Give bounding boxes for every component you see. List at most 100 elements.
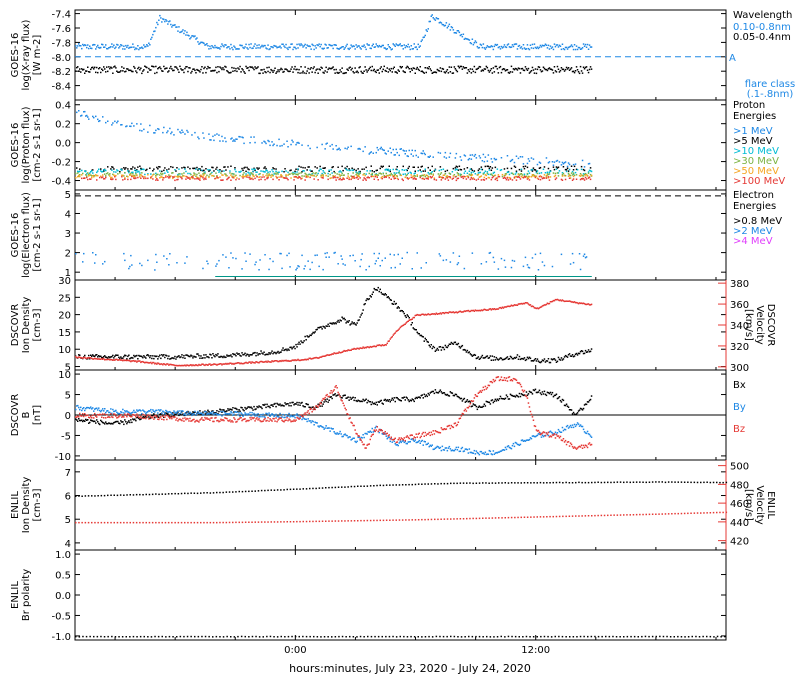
data-point <box>179 356 181 359</box>
data-point <box>493 71 496 73</box>
legend-entry-text: Bz <box>733 424 745 435</box>
data-point <box>476 451 479 454</box>
data-point <box>466 310 469 312</box>
data-point <box>182 174 184 177</box>
data-point <box>164 363 166 366</box>
data-point <box>393 66 395 68</box>
data-point <box>422 444 424 446</box>
data-point <box>129 174 131 176</box>
data-point <box>161 354 163 356</box>
data-point <box>473 42 476 44</box>
data-point <box>243 142 245 145</box>
data-point <box>308 357 310 360</box>
data-point <box>507 43 510 45</box>
data-point <box>434 447 437 449</box>
data-point <box>415 441 417 444</box>
data-point <box>385 400 387 402</box>
data-point <box>423 152 425 155</box>
data-point <box>154 355 156 357</box>
data-point <box>404 176 406 179</box>
data-point <box>493 174 496 177</box>
data-point <box>590 395 593 397</box>
data-point <box>263 415 265 418</box>
data-point <box>192 177 194 180</box>
data-point <box>133 409 135 412</box>
data-point <box>252 170 254 173</box>
data-point <box>479 171 482 174</box>
data-point <box>431 176 433 178</box>
data-point <box>489 403 492 405</box>
data-point <box>381 259 383 262</box>
data-point <box>271 360 273 362</box>
data-point <box>181 129 183 131</box>
data-point <box>394 71 396 73</box>
data-point <box>544 361 547 363</box>
data-point <box>503 306 506 308</box>
data-point <box>238 68 240 70</box>
data-point <box>367 69 369 72</box>
data-point <box>327 401 329 403</box>
data-point <box>370 431 372 433</box>
data-point <box>449 177 452 179</box>
data-point <box>454 176 457 178</box>
data-point <box>305 47 307 49</box>
data-point <box>96 354 98 356</box>
data-point <box>104 423 106 425</box>
data-point <box>79 174 81 176</box>
data-point <box>304 265 306 267</box>
data-point <box>278 360 280 363</box>
data-point <box>171 68 173 70</box>
data-point <box>444 172 447 175</box>
data-point <box>77 404 79 407</box>
data-point <box>97 118 99 121</box>
data-point <box>209 353 211 356</box>
data-point <box>517 358 520 360</box>
data-point <box>254 177 256 180</box>
data-point <box>361 168 363 170</box>
data-point <box>374 427 376 429</box>
data-point <box>586 175 589 177</box>
data-point <box>447 25 450 27</box>
data-point <box>258 72 260 75</box>
data-point <box>526 264 529 266</box>
data-point <box>306 335 308 337</box>
data-point <box>589 350 592 353</box>
data-point <box>555 166 558 168</box>
data-point <box>490 399 493 402</box>
data-point <box>353 437 355 439</box>
data-point <box>217 47 219 49</box>
data-point <box>194 173 196 175</box>
data-point <box>283 405 285 407</box>
y-tick-label: 0.2 <box>55 120 71 131</box>
data-point <box>580 168 583 171</box>
data-point <box>531 305 534 307</box>
data-point <box>360 436 362 439</box>
data-point <box>574 70 577 72</box>
data-point <box>433 18 436 20</box>
data-point <box>85 170 87 173</box>
data-point <box>500 157 503 159</box>
data-point <box>550 393 553 396</box>
data-point <box>548 173 551 175</box>
data-point <box>209 169 211 171</box>
data-point <box>395 168 397 171</box>
data-point <box>411 176 413 178</box>
data-point <box>264 44 266 47</box>
data-point <box>166 410 168 413</box>
data-point <box>426 340 428 343</box>
data-point <box>243 414 245 416</box>
data-point <box>157 173 159 176</box>
data-point <box>80 71 82 73</box>
data-point <box>200 41 202 44</box>
data-point <box>136 174 138 176</box>
data-point <box>277 350 279 353</box>
data-point <box>325 44 327 46</box>
data-point <box>507 171 510 173</box>
data-point <box>425 177 427 180</box>
data-point <box>398 307 400 309</box>
data-point <box>115 171 117 173</box>
data-point <box>429 20 431 23</box>
data-point <box>178 173 180 175</box>
data-point <box>213 354 215 357</box>
data-point <box>407 178 409 180</box>
